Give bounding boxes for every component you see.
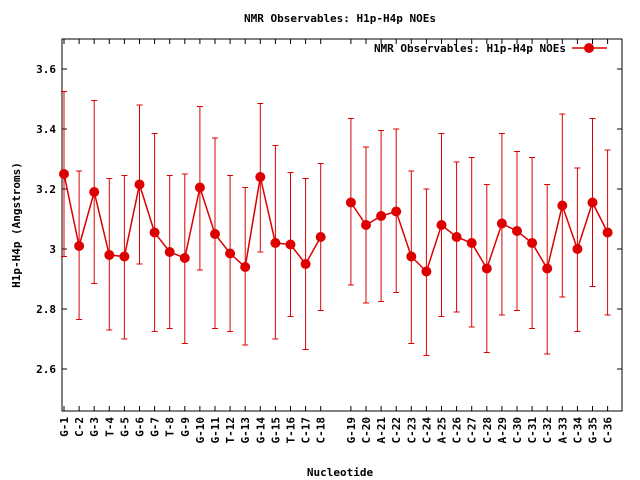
data-point: [149, 227, 160, 238]
legend-label: NMR Observables: H1p-H4p NOEs: [374, 42, 566, 55]
plot-frame: [61, 38, 623, 412]
x-tick-label: T-8: [164, 417, 177, 437]
y-tick-label: 2.8: [36, 303, 56, 316]
x-tick-label: G-35: [587, 417, 600, 444]
y-axis: 2.6 2.8 3 3.2 3.4 3.6: [36, 63, 622, 376]
y-tick-label: 3.4: [36, 123, 56, 136]
data-point: [74, 241, 85, 251]
series-line: [350, 200, 609, 273]
data-point: [134, 179, 145, 190]
data-point: [240, 262, 251, 272]
data-point: [481, 263, 492, 274]
x-tick-label: C-22: [390, 417, 403, 444]
x-tick-label: C-26: [451, 417, 464, 444]
data-point: [345, 197, 356, 208]
x-tick-label: C-31: [526, 417, 539, 444]
data-point: [512, 226, 522, 236]
data-point: [225, 248, 236, 259]
x-tick-label: G-14: [254, 417, 267, 444]
data-point: [587, 197, 598, 208]
y-tick-label: 3.2: [36, 183, 56, 196]
x-tick-label: A-25: [436, 417, 449, 444]
data-point: [542, 263, 553, 274]
data-point: [285, 239, 296, 250]
data-point: [376, 211, 387, 221]
data-point: [300, 259, 311, 269]
y-tick-label: 3.6: [36, 63, 56, 76]
x-tick-label: G-1: [58, 417, 71, 437]
data-points: [59, 169, 613, 277]
x-tick-label: A-21: [375, 417, 388, 444]
x-tick-label: G-6: [134, 417, 147, 437]
data-point: [59, 169, 69, 179]
data-point: [194, 182, 205, 193]
x-tick-label: G-13: [239, 417, 252, 444]
x-tick-label: G-10: [194, 417, 207, 444]
data-point: [361, 220, 371, 230]
data-point: [270, 238, 281, 248]
x-tick-label: T-12: [224, 417, 237, 444]
data-point: [104, 250, 115, 260]
data-point: [421, 266, 432, 277]
data-point: [496, 218, 507, 229]
data-point: [255, 172, 266, 182]
x-tick-label: C-36: [602, 417, 615, 444]
x-tick-label: C-23: [405, 417, 418, 444]
x-tick-label: C-17: [300, 417, 313, 444]
data-point: [527, 238, 538, 248]
x-tick-label: G-5: [118, 417, 131, 437]
legend-marker: [584, 43, 594, 53]
data-point: [119, 251, 130, 262]
x-tick-label: C-2: [73, 417, 86, 437]
data-point: [179, 253, 190, 263]
data-point: [315, 232, 326, 242]
x-tick-label: G-7: [149, 417, 162, 437]
x-tick-label: C-34: [571, 417, 584, 444]
data-point: [602, 227, 613, 238]
series-line: [63, 173, 322, 269]
x-tick-label: G-19: [345, 417, 358, 444]
x-tick-label: C-18: [315, 417, 328, 444]
data-point: [451, 232, 462, 242]
data-point: [210, 229, 220, 239]
data-point: [436, 220, 447, 230]
x-axis: G-1 C-2 G-3 T-4 G-5 G-6 G-7 T-8 G-9 G-10 G-11 T-12 G…: [58, 39, 615, 444]
x-tick-label: G-15: [269, 417, 282, 444]
series-lines: [63, 173, 609, 273]
y-tick-label: 3: [49, 243, 56, 256]
y-tick-label: 2.6: [36, 363, 56, 376]
data-point: [466, 238, 477, 248]
chart-title: NMR Observables: H1p-H4p NOEs: [244, 12, 436, 25]
x-tick-label: T-4: [103, 417, 116, 437]
x-tick-label: T-16: [285, 417, 298, 444]
x-tick-label: C-30: [511, 417, 524, 444]
data-point: [89, 187, 100, 197]
data-point: [164, 247, 175, 257]
x-tick-label: A-29: [496, 417, 509, 444]
x-tick-label: G-9: [179, 417, 192, 437]
data-point: [572, 244, 583, 254]
error-bars: [61, 91, 611, 356]
x-tick-label: C-32: [541, 417, 554, 444]
data-point: [391, 206, 402, 217]
legend: NMR Observables: H1p-H4p NOEs: [374, 42, 607, 55]
data-point: [406, 251, 417, 262]
y-axis-label: H1p-H4p (Angstroms): [10, 162, 23, 288]
data-point: [557, 200, 568, 211]
x-tick-label: C-20: [360, 417, 373, 444]
x-tick-label: C-27: [466, 417, 479, 444]
x-tick-label: C-28: [481, 417, 494, 444]
x-axis-label: Nucleotide: [307, 466, 374, 479]
x-tick-label: G-11: [209, 417, 222, 444]
x-tick-label: C-24: [420, 417, 433, 444]
x-tick-label: G-3: [88, 417, 101, 437]
x-tick-label: A-33: [556, 417, 569, 444]
